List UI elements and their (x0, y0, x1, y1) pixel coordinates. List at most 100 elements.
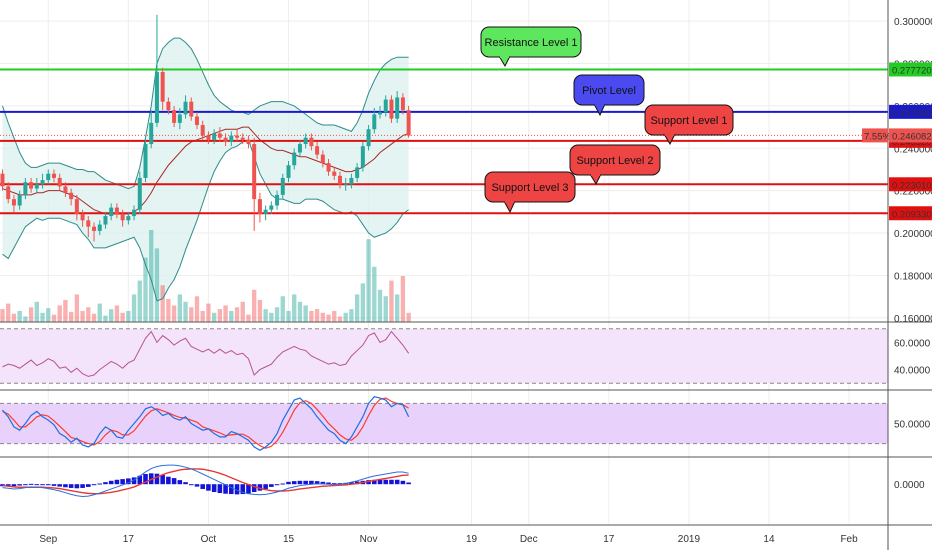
annotation-pivot-level[interactable]: Pivot Level (573, 74, 645, 117)
price-tick-label: 0.200000 (894, 229, 932, 240)
volume-bar (28, 307, 34, 322)
macd-histogram-bar (80, 484, 85, 488)
macd-histogram-bar (120, 479, 125, 485)
candle-body (286, 165, 291, 178)
price-tick-label: 0.220000 (894, 187, 932, 198)
macd-histogram-bar (394, 479, 400, 485)
candle-body (252, 144, 257, 200)
candle-body (349, 177, 354, 185)
price-tick-label: 0.240000 (894, 144, 932, 155)
macd-histogram-bar (183, 482, 188, 485)
candle-body (17, 194, 22, 206)
volume-bar (51, 314, 57, 322)
time-tick-label: 2019 (678, 534, 701, 545)
annotation-label: Support Level 1 (650, 115, 727, 127)
macd-histogram-bar (143, 474, 148, 485)
candle-body (74, 199, 79, 214)
candle-body (149, 122, 154, 145)
macd-histogram-bar (337, 483, 343, 485)
macd-histogram-bar (17, 484, 22, 486)
macd-histogram-bar (63, 484, 68, 488)
macd-histogram-bar (297, 480, 303, 485)
volume-bar (200, 310, 205, 322)
macd-histogram-bar (286, 481, 291, 485)
annotation-support-level-3[interactable]: Support Level 3 (484, 171, 576, 214)
volume-bar (63, 299, 68, 322)
candle-body (23, 182, 28, 195)
volume-bar (131, 294, 137, 322)
macd-histogram-bar (103, 482, 108, 485)
volume-bar (126, 310, 131, 322)
macd-histogram-bar (234, 484, 240, 495)
candle-body (206, 135, 211, 140)
time-tick-label: Dec (520, 534, 538, 545)
macd-histogram-bar (383, 479, 389, 485)
bollinger-band-fill (2, 38, 409, 301)
candle-body (320, 154, 325, 164)
volume-bar (194, 296, 200, 322)
volume-bar (377, 289, 383, 322)
candle-body (160, 72, 165, 102)
candle-body (172, 110, 177, 123)
candle-body (360, 146, 365, 168)
macd-histogram-bar (194, 484, 200, 487)
candle-body (132, 209, 137, 217)
annotation-label: Support Level 2 (576, 155, 653, 167)
volume-bar (366, 239, 371, 322)
annotation-resistance-level-1[interactable]: Resistance Level 1 (480, 26, 582, 68)
candle-body (400, 97, 405, 111)
annotation-bubble (573, 74, 645, 106)
macd-histogram-bar (280, 483, 286, 485)
volume-bar (314, 309, 320, 322)
volume-bar (400, 276, 406, 322)
candle-body (143, 144, 148, 178)
candle-body (200, 124, 205, 136)
macd-histogram-bar (126, 478, 131, 485)
stoch-d-line (2, 397, 409, 449)
volume-bar (349, 309, 354, 322)
volume-bar (149, 230, 154, 322)
macd-histogram-bar (269, 484, 274, 487)
volume-bar (332, 310, 337, 322)
volume-bar (240, 301, 245, 322)
candle-body (246, 139, 251, 145)
candle-body (229, 135, 234, 142)
macd-histogram-bar (5, 484, 11, 487)
annotation-bubble (484, 171, 576, 203)
candle-body (166, 101, 171, 111)
candle-body (109, 207, 114, 217)
volume-bar (109, 309, 114, 322)
level-axis-label: 0.277720 (892, 65, 932, 76)
volume-bar (337, 316, 343, 322)
stoch-k-line (2, 396, 410, 451)
macd-histogram-bar (291, 481, 297, 485)
candle-body (235, 135, 240, 138)
annotation-label: Support Level 3 (491, 182, 568, 194)
candle-body (114, 207, 119, 214)
annotation-support-level-1[interactable]: Support Level 1 (644, 104, 734, 146)
annotation-label: Resistance Level 1 (485, 37, 578, 49)
annotation-tail-join (500, 55, 509, 58)
candle-body (326, 163, 331, 172)
volume-bar (177, 294, 182, 322)
macd-histogram-bar (131, 477, 137, 485)
rsi-band (0, 328, 888, 384)
annotation-bubble (569, 144, 661, 176)
macd-histogram-bar (91, 484, 97, 486)
candle-body (11, 199, 16, 206)
annotation-support-level-2[interactable]: Support Level 2 (569, 144, 661, 186)
volume-bar (280, 296, 285, 322)
candle-body (137, 177, 142, 210)
level-axis-label: 0.257200 (892, 108, 932, 119)
volume-bar (74, 294, 80, 322)
rsi-tick-label: 40.0000 (894, 366, 931, 377)
annotation-label: Pivot Level (582, 85, 636, 97)
rsi-tick-label: 60.0000 (894, 338, 931, 349)
annotation-bubble (644, 104, 734, 136)
bollinger-upper-line (2, 37, 409, 190)
macd-histogram-bar (86, 484, 91, 487)
annotation-tail-join (595, 103, 604, 106)
level-axis-label: 0.223010 (892, 180, 932, 191)
